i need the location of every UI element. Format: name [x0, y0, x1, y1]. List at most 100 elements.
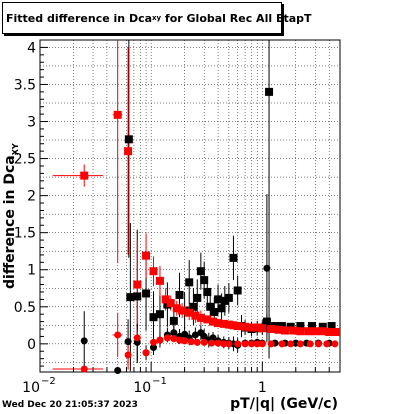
- data-point-square: [185, 278, 194, 287]
- data-point-circle: [150, 344, 158, 352]
- plot-frame: [39, 39, 341, 373]
- data-point-square: [253, 323, 262, 332]
- data-point-circle: [263, 264, 271, 272]
- data-point-square: [220, 296, 229, 305]
- data-point-square: [224, 320, 233, 329]
- data-point-square: [178, 306, 187, 315]
- data-point-circle: [114, 367, 122, 375]
- data-point-square: [325, 327, 334, 336]
- y-tick-label: 2.5: [14, 152, 36, 168]
- data-point-square: [142, 289, 151, 298]
- data-point-circle: [124, 338, 132, 346]
- data-point-circle: [331, 340, 339, 348]
- data-point-circle: [142, 349, 150, 357]
- title-rest: for Global Rec All EtapT: [161, 11, 312, 25]
- data-point-circle: [296, 340, 304, 348]
- data-point-circle: [287, 340, 295, 348]
- data-point-circle: [163, 334, 171, 342]
- y-tick-label: 1.5: [14, 226, 36, 242]
- data-point-square: [308, 322, 317, 331]
- timestamp: Wed Dec 20 21:05:37 2023: [2, 400, 138, 410]
- data-point-circle: [248, 340, 256, 348]
- data-point-square: [241, 322, 250, 331]
- data-point-circle: [133, 334, 141, 342]
- data-point-square: [233, 322, 242, 331]
- data-point-square: [229, 321, 238, 330]
- data-point-circle: [306, 340, 314, 348]
- data-point-circle: [181, 337, 189, 345]
- x-tick-exponent: −2: [41, 376, 56, 387]
- grid-lines: [39, 40, 341, 372]
- data-point-square: [155, 310, 164, 319]
- data-point-square: [262, 317, 271, 326]
- data-point-square: [172, 304, 181, 313]
- x-tick-label: 10: [133, 380, 151, 396]
- x-tick-label: 10: [22, 380, 40, 396]
- data-point-circle: [124, 351, 132, 359]
- data-point-square: [296, 322, 305, 331]
- data-point-square: [149, 313, 158, 322]
- data-point-square: [203, 315, 212, 324]
- data-point-square: [175, 290, 184, 299]
- x-tick-labels: 10 −2 10 −1 1: [22, 376, 267, 396]
- data-point-square: [206, 302, 215, 311]
- data-point-square: [155, 276, 164, 285]
- data-point-square: [169, 316, 178, 325]
- data-point-square: [214, 295, 223, 304]
- data-point-circle: [208, 339, 216, 347]
- data-point-circle: [214, 339, 222, 347]
- data-point-square: [208, 317, 217, 326]
- y-tick-label: 3.5: [14, 77, 36, 93]
- data-point-circle: [191, 331, 199, 339]
- data-point-square: [229, 253, 238, 262]
- data-point-square: [311, 327, 320, 336]
- data-point-square: [318, 327, 327, 336]
- data-points: [80, 87, 340, 375]
- y-tick-label: 4: [27, 40, 36, 56]
- x-tick-exponent: −1: [152, 376, 167, 387]
- data-point-square: [304, 327, 313, 336]
- data-point-square: [327, 322, 336, 331]
- data-point-circle: [193, 338, 201, 346]
- data-point-square: [210, 307, 219, 316]
- data-point-square: [124, 135, 133, 144]
- data-point-circle: [80, 337, 88, 345]
- data-point-square: [331, 327, 340, 336]
- data-point-square: [191, 311, 200, 320]
- data-point-square: [265, 87, 274, 96]
- data-point-circle: [323, 340, 331, 348]
- data-point-circle: [187, 338, 195, 346]
- data-point-square: [274, 325, 283, 334]
- data-point-circle: [314, 340, 322, 348]
- data-point-square: [258, 324, 267, 333]
- y-axis-label-sub: XY: [10, 143, 20, 156]
- data-point-circle: [234, 340, 242, 348]
- y-tick-label: 3: [27, 115, 36, 131]
- data-point-square: [166, 299, 175, 308]
- y-tick-label: 2: [27, 189, 36, 205]
- axis-ticks: [39, 46, 341, 372]
- data-point-circle: [156, 336, 164, 344]
- data-point-square: [280, 326, 289, 335]
- data-point-circle: [220, 340, 228, 348]
- data-point-square: [247, 323, 256, 332]
- data-point-square: [219, 319, 228, 328]
- data-point-circle: [258, 340, 266, 348]
- data-point-square: [214, 319, 223, 328]
- data-point-circle: [241, 340, 249, 348]
- data-point-square: [80, 171, 89, 180]
- y-axis-label-main: difference in Dca: [2, 155, 18, 289]
- data-point-circle: [114, 331, 122, 339]
- y-axis-label: difference in DcaXY: [2, 143, 20, 289]
- data-point-square: [149, 267, 158, 276]
- data-point-square: [267, 325, 276, 334]
- title-subscript: xy: [152, 14, 162, 22]
- data-point-square: [196, 313, 205, 322]
- data-point-square: [296, 327, 305, 336]
- data-point-square: [217, 304, 226, 313]
- data-point-circle: [170, 329, 178, 337]
- data-point-circle: [200, 338, 208, 346]
- data-point-square: [224, 293, 233, 302]
- y-tick-label: 0.5: [14, 300, 36, 316]
